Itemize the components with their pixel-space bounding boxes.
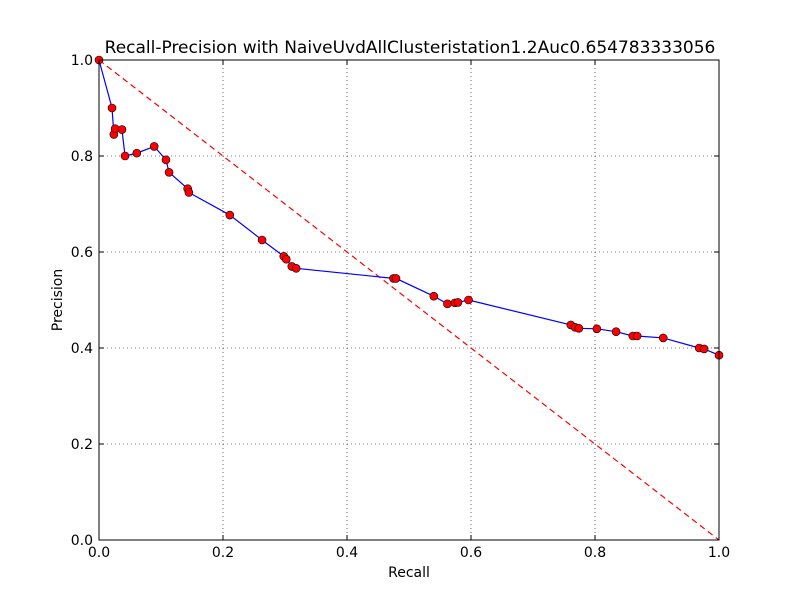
x-tick-label: 0.6 — [460, 545, 482, 561]
axis-ticks: 0.0 0.2 0.4 0.6 0.8 1.0 0.0 0.2 0.4 0.6 0.8 1.0 — [71, 53, 730, 561]
data-point-marker — [592, 324, 602, 334]
data-point-marker — [117, 125, 127, 134]
y-tick-label: 0.0 — [71, 533, 93, 549]
y-tick-label: 0.8 — [71, 149, 93, 165]
data-point-marker — [257, 235, 267, 245]
data-point-marker — [161, 155, 171, 165]
y-axis-label: Precision — [50, 269, 66, 331]
y-tick-label: 0.6 — [71, 245, 93, 261]
data-point-marker — [443, 299, 452, 309]
data-point-marker — [429, 291, 439, 301]
plot-series — [94, 55, 724, 540]
data-point-marker — [225, 210, 235, 220]
x-tick-label: 1.0 — [708, 545, 730, 561]
data-point-marker — [453, 298, 463, 307]
data-point-marker — [658, 333, 668, 343]
data-point-marker — [164, 168, 174, 177]
data-point-marker — [574, 324, 584, 333]
x-tick-label: 0.0 — [88, 545, 110, 561]
x-axis-label: Recall — [388, 565, 430, 581]
data-point-marker — [132, 148, 142, 158]
data-point-marker — [699, 344, 709, 354]
precision-recall-line — [98, 59, 720, 356]
data-point-marker — [391, 274, 401, 283]
data-point-marker — [464, 295, 473, 305]
data-point-marker — [184, 188, 194, 197]
data-point-marker — [281, 254, 291, 264]
x-tick-label: 0.8 — [584, 545, 606, 561]
y-tick-label: 1.0 — [71, 53, 93, 69]
data-point-marker — [291, 264, 301, 273]
reference-diagonal-line — [99, 60, 719, 540]
data-point-marker — [632, 331, 642, 341]
x-tick-label: 0.2 — [212, 545, 234, 561]
y-tick-label: 0.4 — [71, 341, 93, 357]
data-point-marker — [149, 142, 159, 151]
x-tick-label: 0.4 — [336, 545, 358, 561]
data-point-marker — [120, 151, 130, 161]
plot-frame — [98, 59, 720, 541]
y-tick-label: 0.2 — [71, 437, 93, 453]
chart-title: Recall-Precision with NaiveUvdAllCluster… — [105, 38, 716, 58]
data-point-marker — [611, 327, 621, 336]
data-point-marker — [107, 103, 117, 113]
